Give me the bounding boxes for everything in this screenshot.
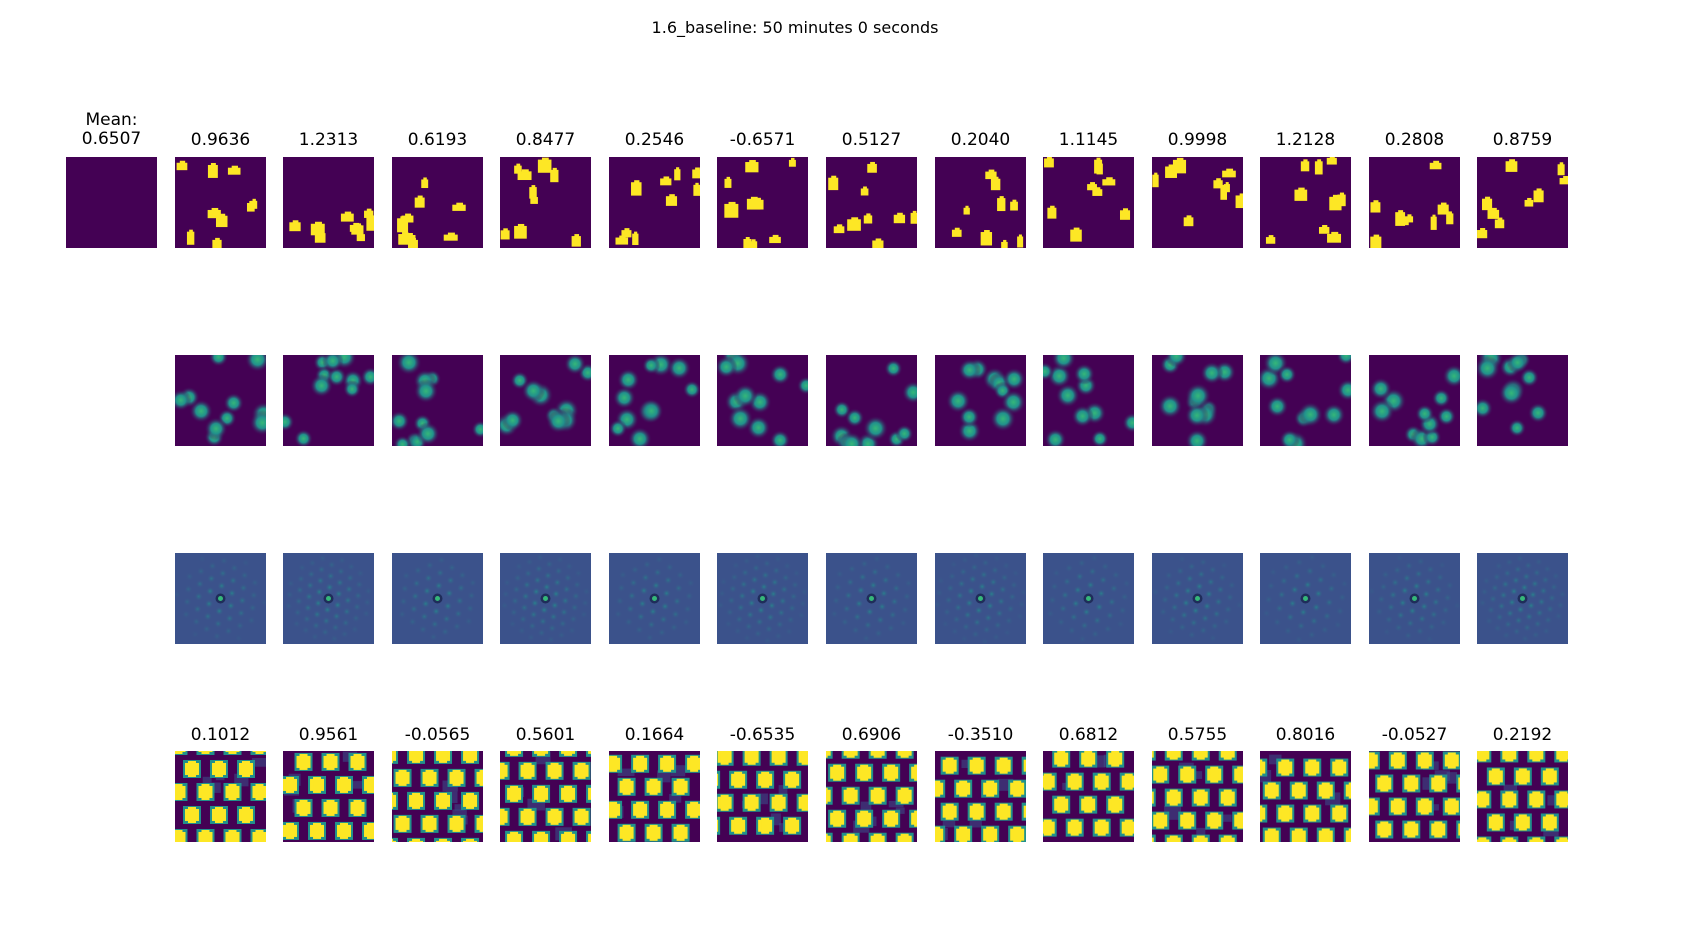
top-score-label: 0.2040 bbox=[950, 130, 1011, 150]
autocorrelogram bbox=[500, 553, 591, 644]
bottom-score-label: 0.1012 bbox=[190, 725, 251, 745]
top-score-label: 0.5127 bbox=[841, 130, 902, 150]
binary-rate-map bbox=[1369, 157, 1460, 248]
bottom-score-label: 0.6812 bbox=[1058, 725, 1119, 745]
grid-pattern-map bbox=[1260, 751, 1351, 842]
smoothed-rate-map bbox=[717, 355, 808, 446]
binary-rate-map bbox=[609, 157, 700, 248]
autocorrelogram bbox=[1369, 553, 1460, 644]
binary-rate-map bbox=[392, 157, 483, 248]
binary-rate-map bbox=[1152, 157, 1243, 248]
grid-pattern-map bbox=[283, 751, 374, 842]
top-score-label: 1.1145 bbox=[1058, 130, 1119, 150]
bottom-score-label: -0.3510 bbox=[947, 725, 1014, 745]
autocorrelogram bbox=[826, 553, 917, 644]
smoothed-rate-map bbox=[500, 355, 591, 446]
top-score-label: 0.8477 bbox=[515, 130, 576, 150]
bottom-score-label: 0.8016 bbox=[1275, 725, 1336, 745]
bottom-score-label: -0.0527 bbox=[1381, 725, 1448, 745]
smoothed-rate-map bbox=[1369, 355, 1460, 446]
figure-title: 1.6_baseline: 50 minutes 0 seconds bbox=[651, 18, 939, 37]
autocorrelogram bbox=[1477, 553, 1568, 644]
top-score-label: 0.2546 bbox=[624, 130, 685, 150]
top-score-label: 0.6193 bbox=[407, 130, 468, 150]
smoothed-rate-map bbox=[175, 355, 266, 446]
top-score-label: 1.2128 bbox=[1275, 130, 1336, 150]
smoothed-rate-map bbox=[935, 355, 1026, 446]
bottom-score-label: 0.5601 bbox=[515, 725, 576, 745]
autocorrelogram bbox=[1260, 553, 1351, 644]
binary-rate-map bbox=[283, 157, 374, 248]
grid-pattern-map bbox=[717, 751, 808, 842]
autocorrelogram bbox=[392, 553, 483, 644]
grid-pattern-map bbox=[1477, 751, 1568, 842]
bottom-score-label: 0.1664 bbox=[624, 725, 685, 745]
binary-rate-map bbox=[500, 157, 591, 248]
binary-rate-map bbox=[935, 157, 1026, 248]
smoothed-rate-map bbox=[826, 355, 917, 446]
grid-pattern-map bbox=[1043, 751, 1134, 842]
top-score-label: 0.2808 bbox=[1384, 130, 1445, 150]
binary-rate-map bbox=[175, 157, 266, 248]
autocorrelogram bbox=[1152, 553, 1243, 644]
smoothed-rate-map bbox=[1043, 355, 1134, 446]
bottom-score-label: -0.0565 bbox=[404, 725, 471, 745]
grid-pattern-map bbox=[1152, 751, 1243, 842]
smoothed-rate-map bbox=[609, 355, 700, 446]
smoothed-rate-map bbox=[392, 355, 483, 446]
grid-pattern-map bbox=[500, 751, 591, 842]
autocorrelogram bbox=[283, 553, 374, 644]
bottom-score-label: 0.2192 bbox=[1492, 725, 1553, 745]
smoothed-rate-map bbox=[1260, 355, 1351, 446]
grid-pattern-map bbox=[826, 751, 917, 842]
grid-pattern-map bbox=[1369, 751, 1460, 842]
grid-pattern-map bbox=[392, 751, 483, 842]
top-score-label: 0.9636 bbox=[190, 130, 251, 150]
bottom-score-label: -0.6535 bbox=[729, 725, 796, 745]
mean-label: Mean: 0.6507 bbox=[81, 110, 142, 149]
binary-rate-map bbox=[1477, 157, 1568, 248]
grid-pattern-map bbox=[935, 751, 1026, 842]
grid-pattern-map bbox=[175, 751, 266, 842]
bottom-score-label: 0.9561 bbox=[298, 725, 359, 745]
mean-map bbox=[66, 157, 157, 248]
binary-rate-map bbox=[717, 157, 808, 248]
autocorrelogram bbox=[609, 553, 700, 644]
bottom-score-label: 0.6906 bbox=[841, 725, 902, 745]
bottom-score-label: 0.5755 bbox=[1167, 725, 1228, 745]
binary-rate-map bbox=[1260, 157, 1351, 248]
binary-rate-map bbox=[1043, 157, 1134, 248]
smoothed-rate-map bbox=[283, 355, 374, 446]
top-score-label: 0.8759 bbox=[1492, 130, 1553, 150]
top-score-label: -0.6571 bbox=[729, 130, 796, 150]
grid-pattern-map bbox=[609, 751, 700, 842]
autocorrelogram bbox=[175, 553, 266, 644]
top-score-label: 0.9998 bbox=[1167, 130, 1228, 150]
autocorrelogram bbox=[935, 553, 1026, 644]
smoothed-rate-map bbox=[1152, 355, 1243, 446]
top-score-label: 1.2313 bbox=[298, 130, 359, 150]
smoothed-rate-map bbox=[1477, 355, 1568, 446]
autocorrelogram bbox=[1043, 553, 1134, 644]
binary-rate-map bbox=[826, 157, 917, 248]
autocorrelogram bbox=[717, 553, 808, 644]
